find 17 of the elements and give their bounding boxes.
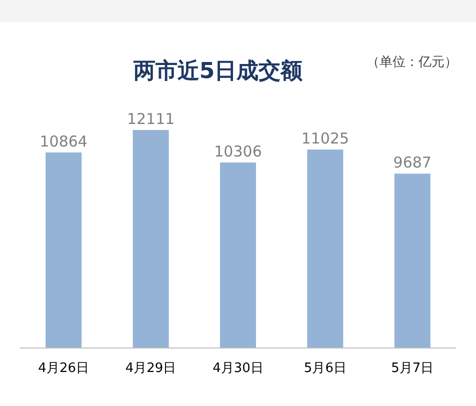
text: （单位：亿元） (366, 55, 458, 70)
bar (46, 152, 82, 348)
bar (132, 130, 169, 348)
x-tick-label: 4月29日 (125, 361, 176, 376)
x-tick-label: 5月6日 (304, 361, 346, 376)
x-tick-label: 5月7日 (391, 361, 434, 376)
data-label: 9687 (393, 154, 432, 172)
bar (394, 174, 430, 348)
bar (307, 150, 344, 348)
x-tick-label: 4月26日 (38, 361, 90, 376)
data-label: 10306 (214, 142, 262, 160)
chart-title: 两市近5日成交额 (132, 58, 304, 84)
x-tick-label: 4月30日 (212, 361, 264, 376)
data-label: 10864 (40, 132, 88, 150)
bar (220, 162, 256, 348)
data-label: 11025 (301, 130, 350, 148)
data-label: 12111 (126, 110, 175, 128)
